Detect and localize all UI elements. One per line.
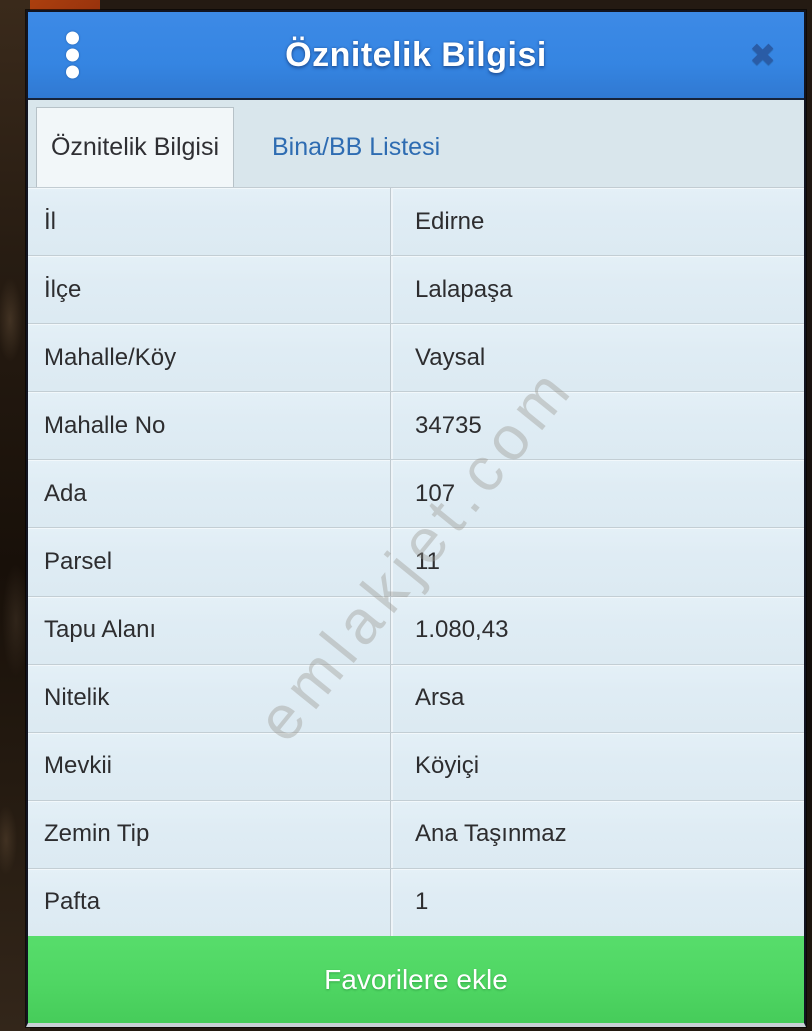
row-value: 107 [390, 460, 804, 528]
row-label: Mevkii [44, 752, 113, 780]
row-label: Parsel [44, 548, 113, 576]
table-row: Mahalle/Köy Vaysal [28, 324, 804, 393]
table-row: İlçe Lalapaşa [28, 256, 804, 325]
dialog-title: Öznitelik Bilgisi [285, 35, 547, 74]
row-label: Nitelik [44, 684, 110, 712]
row-label: İlçe [44, 275, 82, 303]
attribute-info-dialog: Öznitelik Bilgisi ✖ Öznitelik Bilgisi Bi… [26, 10, 806, 1027]
row-value: Arsa [390, 664, 804, 732]
row-label: Mahalle/Köy [44, 343, 177, 371]
row-value: Ana Taşınmaz [390, 800, 804, 868]
vertical-dots-menu-icon[interactable] [60, 26, 85, 85]
add-to-favorites-button[interactable]: Favorilere ekle [28, 936, 804, 1023]
row-label: Ada [44, 479, 87, 507]
table-row: Pafta 1 [28, 868, 804, 937]
table-row: Mahalle No 34735 [28, 392, 804, 461]
row-value: 1.080,43 [390, 596, 804, 664]
map-background-left-strip [0, 0, 30, 1031]
row-label: Zemin Tip [44, 820, 150, 848]
row-value: Köyiçi [390, 732, 804, 800]
row-label: İl [44, 207, 56, 235]
table-row: Parsel 11 [28, 528, 804, 597]
row-label: Tapu Alanı [44, 616, 157, 644]
tab-bina-bb-listesi[interactable]: Bina/BB Listesi [272, 132, 441, 161]
attribute-table: İl Edirne İlçe Lalapaşa Mahalle/Köy Vays… [28, 188, 804, 937]
row-value: Vaysal [390, 324, 804, 392]
tab-bar: Öznitelik Bilgisi Bina/BB Listesi [28, 100, 804, 188]
tab-oznitelik-bilgisi[interactable]: Öznitelik Bilgisi [36, 107, 234, 187]
row-label: Pafta [44, 888, 101, 916]
dialog-header: Öznitelik Bilgisi ✖ [28, 12, 804, 100]
row-value: Edirne [390, 188, 804, 256]
table-row: Mevkii Köyiçi [28, 732, 804, 801]
table-row: İl Edirne [28, 188, 804, 257]
row-label: Mahalle No [44, 411, 166, 439]
row-value: Lalapaşa [390, 256, 804, 324]
close-icon[interactable]: ✖ [749, 37, 776, 73]
dot [66, 31, 79, 45]
table-row: Nitelik Arsa [28, 664, 804, 733]
table-row: Ada 107 [28, 460, 804, 529]
dialog-footer: Favorilere ekle [28, 936, 804, 1023]
row-value: 34735 [390, 392, 804, 460]
table-row: Tapu Alanı 1.080,43 [28, 596, 804, 665]
dot [66, 48, 79, 62]
table-row: Zemin Tip Ana Taşınmaz [28, 800, 804, 869]
row-value: 11 [390, 528, 804, 596]
row-value: 1 [390, 868, 804, 937]
dot [66, 65, 79, 79]
